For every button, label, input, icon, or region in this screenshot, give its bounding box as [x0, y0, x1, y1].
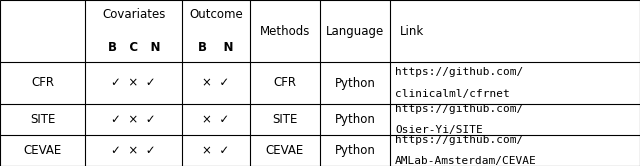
Text: Python: Python [335, 144, 376, 157]
Text: Covariates: Covariates [102, 8, 166, 21]
Text: https://github.com/: https://github.com/ [395, 135, 523, 145]
Text: Outcome: Outcome [189, 8, 243, 21]
Text: ×  ✓: × ✓ [202, 144, 230, 157]
Text: ×  ✓: × ✓ [202, 77, 230, 89]
Text: https://github.com/: https://github.com/ [395, 67, 523, 77]
Text: AMLab-Amsterdam/CEVAE: AMLab-Amsterdam/CEVAE [395, 156, 536, 166]
Text: Python: Python [335, 77, 376, 89]
Text: ✓  ×  ✓: ✓ × ✓ [111, 144, 156, 157]
Text: B   C   N: B C N [108, 41, 160, 54]
Text: Python: Python [335, 113, 376, 126]
Text: SITE: SITE [272, 113, 298, 126]
Text: CFR: CFR [273, 77, 296, 89]
Text: Language: Language [326, 25, 385, 38]
Text: SITE: SITE [30, 113, 55, 126]
Text: Methods: Methods [260, 25, 310, 38]
Text: ✓  ×  ✓: ✓ × ✓ [111, 77, 156, 89]
Text: B    N: B N [198, 41, 234, 54]
Text: https://github.com/: https://github.com/ [395, 104, 523, 114]
Text: Osier-Yi/SITE: Osier-Yi/SITE [395, 125, 483, 135]
Text: Link: Link [400, 25, 424, 38]
Text: clinicalml/cfrnet: clinicalml/cfrnet [395, 89, 509, 99]
Text: ×  ✓: × ✓ [202, 113, 230, 126]
Text: CFR: CFR [31, 77, 54, 89]
Text: CEVAE: CEVAE [24, 144, 61, 157]
Text: CEVAE: CEVAE [266, 144, 304, 157]
Text: ✓  ×  ✓: ✓ × ✓ [111, 113, 156, 126]
